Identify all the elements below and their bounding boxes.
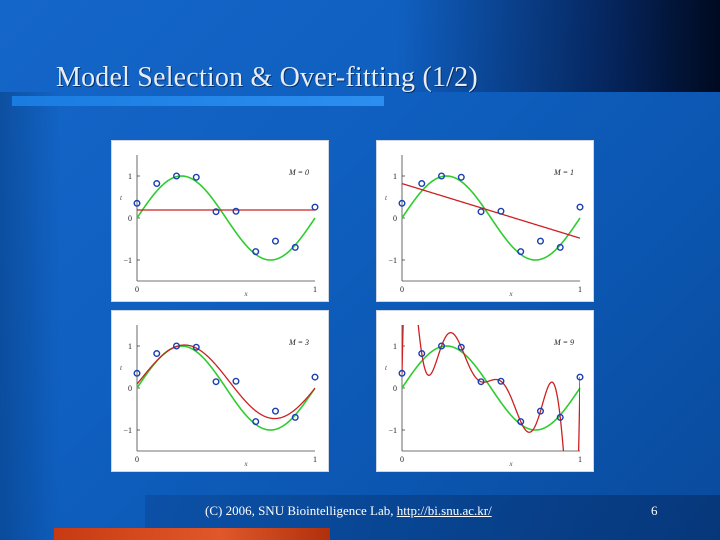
x-tick-label: 1 xyxy=(578,455,582,464)
data-point xyxy=(291,413,299,421)
data-point xyxy=(398,199,406,207)
left-shade xyxy=(0,92,60,540)
data-point xyxy=(398,369,406,377)
x-axis-label: x xyxy=(508,290,513,298)
data-point xyxy=(576,203,584,211)
data-point xyxy=(173,342,181,350)
y-axis-label: t xyxy=(385,364,388,372)
slide-title: Model Selection & Over-fitting (1/2) xyxy=(56,62,478,93)
data-point xyxy=(418,350,426,358)
x-axis-label: x xyxy=(508,460,513,468)
x-axis-label: x xyxy=(243,290,248,298)
chart-panel-m3: 1 0 −1 0 1 x t M = 3 xyxy=(111,310,329,472)
data-point xyxy=(173,172,181,180)
data-point xyxy=(457,343,465,351)
y-axis-label: t xyxy=(385,194,388,202)
bottom-accent-bar xyxy=(54,528,330,540)
x-tick-label: 1 xyxy=(313,285,317,294)
y-tick-label: −1 xyxy=(388,426,397,435)
y-tick-label: 1 xyxy=(128,342,132,351)
data-point xyxy=(576,373,584,381)
title-underline-bar xyxy=(12,96,384,106)
chart-m9-svg: 1 0 −1 0 1 x t M = 9 xyxy=(385,325,584,468)
fitted-curve xyxy=(402,182,580,239)
data-point xyxy=(457,173,465,181)
y-tick-label: 0 xyxy=(393,384,397,393)
title-band xyxy=(0,0,720,92)
model-order-label: M = 3 xyxy=(288,338,309,347)
footer-credit-text: (C) 2006, SNU Biointelligence Lab, xyxy=(205,503,397,518)
data-point xyxy=(311,373,319,381)
data-point xyxy=(153,350,161,358)
data-point xyxy=(133,199,141,207)
data-point xyxy=(153,180,161,188)
y-tick-label: −1 xyxy=(388,256,397,265)
model-order-label: M = 9 xyxy=(553,338,574,347)
x-tick-label: 1 xyxy=(578,285,582,294)
chart-m0-svg: 1 0 −1 0 1 x t M = 0 xyxy=(120,155,319,298)
model-order-label: M = 1 xyxy=(553,168,574,177)
data-point xyxy=(192,343,200,351)
data-point xyxy=(212,378,220,386)
true-curve xyxy=(401,345,581,431)
x-tick-label: 0 xyxy=(400,455,404,464)
y-tick-label: 1 xyxy=(128,172,132,181)
data-point xyxy=(477,208,485,216)
footer-link[interactable]: http://bi.snu.ac.kr/ xyxy=(396,503,492,518)
y-tick-label: 0 xyxy=(128,214,132,223)
x-tick-label: 1 xyxy=(313,455,317,464)
x-tick-label: 0 xyxy=(400,285,404,294)
data-point xyxy=(311,203,319,211)
x-tick-label: 0 xyxy=(135,285,139,294)
chart-m3-svg: 1 0 −1 0 1 x t M = 3 xyxy=(120,325,319,468)
data-point xyxy=(252,418,260,426)
y-tick-label: 0 xyxy=(128,384,132,393)
y-tick-label: −1 xyxy=(123,426,132,435)
chart-panel-m1: 1 0 −1 0 1 x t M = 1 xyxy=(376,140,594,302)
y-tick-label: 1 xyxy=(393,172,397,181)
data-point xyxy=(517,418,525,426)
chart-panel-m9: 1 0 −1 0 1 x t M = 9 xyxy=(376,310,594,472)
data-point xyxy=(556,413,564,421)
y-tick-label: −1 xyxy=(123,256,132,265)
data-point xyxy=(497,207,505,215)
data-point xyxy=(497,377,505,385)
data-point xyxy=(252,248,260,256)
fitted-curve xyxy=(402,325,580,451)
model-order-label: M = 0 xyxy=(288,168,309,177)
fitted-curve xyxy=(137,344,315,420)
data-point xyxy=(517,248,525,256)
data-point xyxy=(192,173,200,181)
chart-m1-svg: 1 0 −1 0 1 x t M = 1 xyxy=(385,155,584,298)
y-axis-label: t xyxy=(120,364,123,372)
data-point xyxy=(556,243,564,251)
true-curve xyxy=(136,345,316,431)
data-point xyxy=(438,342,446,350)
page-number: 6 xyxy=(651,503,658,518)
y-axis-label: t xyxy=(120,194,123,202)
x-tick-label: 0 xyxy=(135,455,139,464)
data-point xyxy=(477,378,485,386)
true-curve xyxy=(136,175,316,261)
true-curve xyxy=(401,175,581,261)
data-point xyxy=(271,237,279,245)
y-tick-label: 1 xyxy=(393,342,397,351)
data-point xyxy=(536,407,544,415)
data-point xyxy=(271,407,279,415)
data-point xyxy=(232,377,240,385)
data-point xyxy=(438,172,446,180)
data-point xyxy=(291,243,299,251)
footer-credit: (C) 2006, SNU Biointelligence Lab, http:… xyxy=(205,503,492,519)
x-axis-label: x xyxy=(243,460,248,468)
y-tick-label: 0 xyxy=(393,214,397,223)
data-point xyxy=(418,180,426,188)
chart-panel-m0: 1 0 −1 0 1 x t M = 0 xyxy=(111,140,329,302)
data-point xyxy=(212,208,220,216)
data-point xyxy=(133,369,141,377)
data-point xyxy=(536,237,544,245)
data-point xyxy=(232,207,240,215)
